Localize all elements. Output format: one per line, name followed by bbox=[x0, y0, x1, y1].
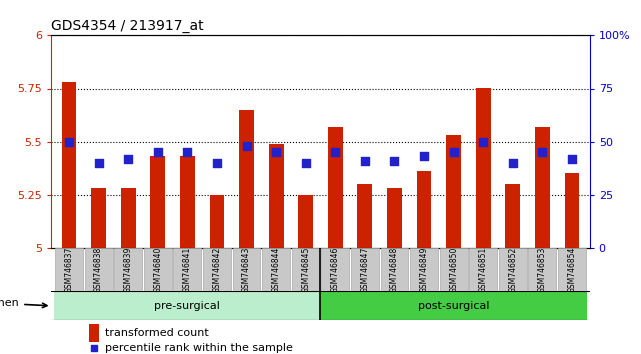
Text: GSM746853: GSM746853 bbox=[538, 247, 547, 293]
Text: GSM746843: GSM746843 bbox=[242, 247, 251, 293]
FancyBboxPatch shape bbox=[528, 248, 556, 292]
Text: GSM746839: GSM746839 bbox=[124, 247, 133, 293]
Text: GSM746854: GSM746854 bbox=[567, 247, 576, 293]
Text: GSM746838: GSM746838 bbox=[94, 247, 103, 293]
Bar bbox=[62, 82, 76, 248]
Point bbox=[94, 160, 104, 166]
FancyBboxPatch shape bbox=[85, 248, 113, 292]
FancyBboxPatch shape bbox=[174, 248, 201, 292]
Bar bbox=[239, 110, 254, 248]
Point bbox=[419, 154, 429, 159]
FancyBboxPatch shape bbox=[558, 248, 586, 292]
FancyBboxPatch shape bbox=[55, 248, 83, 292]
Text: GSM746840: GSM746840 bbox=[153, 247, 162, 293]
Text: GSM746837: GSM746837 bbox=[65, 247, 74, 293]
Bar bbox=[89, 324, 99, 342]
Point bbox=[88, 345, 99, 351]
FancyBboxPatch shape bbox=[262, 248, 290, 292]
Point bbox=[242, 143, 252, 149]
FancyBboxPatch shape bbox=[381, 248, 408, 292]
Text: percentile rank within the sample: percentile rank within the sample bbox=[105, 343, 293, 353]
Bar bbox=[358, 184, 372, 248]
Text: GSM746848: GSM746848 bbox=[390, 247, 399, 293]
Text: GSM746852: GSM746852 bbox=[508, 247, 517, 293]
Point bbox=[449, 149, 459, 155]
Point bbox=[64, 139, 74, 144]
Point bbox=[567, 156, 577, 161]
Bar bbox=[387, 188, 402, 248]
Point bbox=[508, 160, 518, 166]
Point bbox=[182, 149, 192, 155]
Bar bbox=[446, 135, 461, 248]
Text: GSM746846: GSM746846 bbox=[331, 247, 340, 293]
FancyBboxPatch shape bbox=[54, 291, 320, 320]
Bar bbox=[328, 127, 343, 248]
Bar bbox=[565, 173, 579, 248]
Bar bbox=[180, 156, 195, 248]
Bar bbox=[91, 188, 106, 248]
Bar bbox=[505, 184, 520, 248]
Text: post-surgical: post-surgical bbox=[418, 301, 489, 311]
Bar bbox=[151, 156, 165, 248]
Text: GSM746847: GSM746847 bbox=[360, 247, 369, 293]
Text: GDS4354 / 213917_at: GDS4354 / 213917_at bbox=[51, 19, 204, 33]
Text: transformed count: transformed count bbox=[105, 328, 209, 338]
Point bbox=[478, 139, 488, 144]
Text: specimen: specimen bbox=[0, 298, 47, 308]
Text: GSM746849: GSM746849 bbox=[420, 247, 429, 293]
FancyBboxPatch shape bbox=[292, 248, 320, 292]
Text: GSM746845: GSM746845 bbox=[301, 247, 310, 293]
FancyBboxPatch shape bbox=[440, 248, 467, 292]
Point bbox=[330, 149, 340, 155]
Point bbox=[271, 149, 281, 155]
FancyBboxPatch shape bbox=[233, 248, 260, 292]
Bar bbox=[269, 144, 283, 248]
Point bbox=[360, 158, 370, 164]
Bar bbox=[121, 188, 136, 248]
Bar bbox=[535, 127, 550, 248]
Bar bbox=[298, 195, 313, 248]
Point bbox=[389, 158, 399, 164]
Point bbox=[212, 160, 222, 166]
FancyBboxPatch shape bbox=[203, 248, 231, 292]
FancyBboxPatch shape bbox=[114, 248, 142, 292]
FancyBboxPatch shape bbox=[410, 248, 438, 292]
Point bbox=[301, 160, 311, 166]
Point bbox=[153, 149, 163, 155]
Text: GSM746844: GSM746844 bbox=[272, 247, 281, 293]
Point bbox=[123, 156, 133, 161]
Bar bbox=[417, 171, 431, 248]
Bar bbox=[210, 195, 224, 248]
FancyBboxPatch shape bbox=[351, 248, 379, 292]
Text: GSM746851: GSM746851 bbox=[479, 247, 488, 293]
Text: pre-surgical: pre-surgical bbox=[154, 301, 221, 311]
Point bbox=[537, 149, 547, 155]
FancyBboxPatch shape bbox=[144, 248, 172, 292]
Text: GSM746842: GSM746842 bbox=[212, 247, 221, 293]
FancyBboxPatch shape bbox=[499, 248, 527, 292]
Text: GSM746841: GSM746841 bbox=[183, 247, 192, 293]
FancyBboxPatch shape bbox=[469, 248, 497, 292]
Bar bbox=[476, 88, 490, 248]
Text: GSM746850: GSM746850 bbox=[449, 247, 458, 293]
FancyBboxPatch shape bbox=[320, 291, 587, 320]
FancyBboxPatch shape bbox=[321, 248, 349, 292]
